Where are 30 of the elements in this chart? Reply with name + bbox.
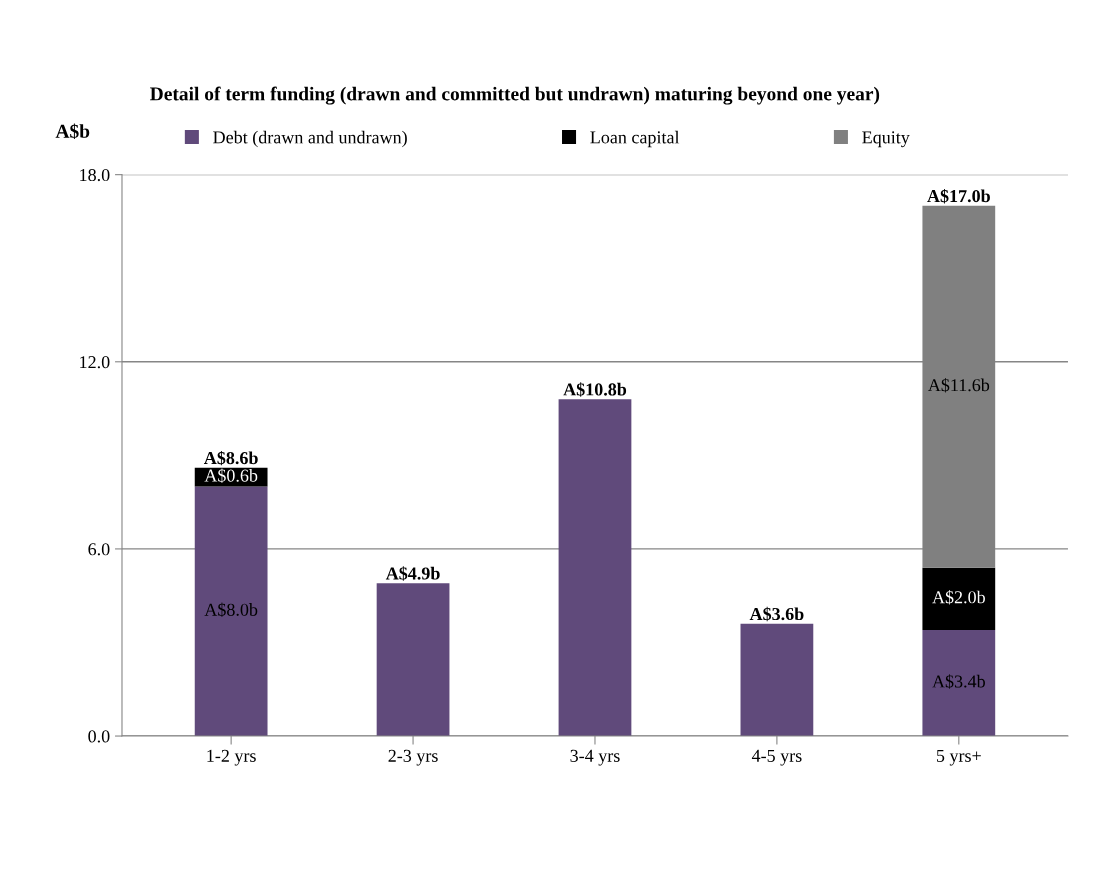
x-tick-label: 5 yrs+ [936, 749, 981, 766]
y-axis-title: A$b [55, 123, 90, 140]
data-label: A$8.0b [204, 602, 258, 618]
bar [922, 630, 996, 737]
x-tick-label: 2-3 yrs [388, 749, 438, 766]
total-label: A$3.6b [749, 606, 804, 622]
data-label: A$0.6b [204, 468, 258, 483]
data-label: A$3.4b [932, 674, 985, 689]
total-label: A$8.6b [203, 450, 258, 466]
x-tick-label: 1-2 yrs [207, 749, 256, 766]
x-tick-label: 4-5 yrs [751, 749, 802, 766]
legend-label: Loan capital [590, 130, 680, 148]
bar [740, 623, 814, 737]
legend-label: Debt (drawn and undrawn) [213, 130, 407, 148]
bar [194, 486, 268, 737]
bar [376, 583, 450, 737]
chart-title: Detail of term funding (drawn and committed but undrawn) maturing beyond one year) [150, 86, 880, 105]
y-tick-label: 18.0 [80, 168, 110, 182]
x-tick-label: 3-4 yrs [570, 749, 620, 766]
legend-label: Equity [862, 131, 910, 148]
y-tick-label: 12.0 [80, 356, 110, 369]
bar [922, 567, 996, 631]
y-tick-label: 0.0 [88, 730, 110, 743]
total-label: A$17.0b [927, 188, 990, 204]
data-label: A$2.0b [932, 590, 985, 605]
data-label: A$11.6b [927, 378, 990, 393]
y-tick-label: 6.0 [88, 543, 110, 556]
bar [558, 399, 632, 737]
total-label: A$10.8b [563, 382, 627, 397]
total-label: A$4.9b [385, 566, 440, 581]
